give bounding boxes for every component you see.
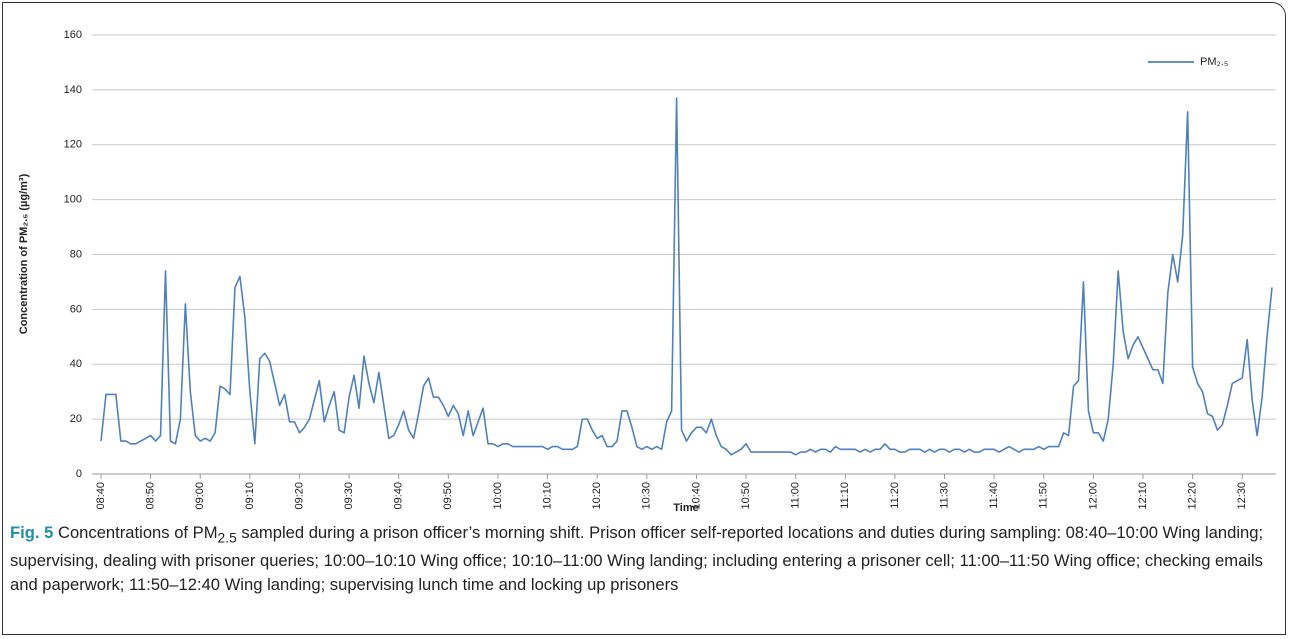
y-tick-label: 60 [70, 303, 82, 315]
x-tick-label: 11:40 [988, 482, 1000, 509]
legend-label: PM₂.₅ [1200, 56, 1228, 68]
line [100, 97, 1273, 456]
x-tick-label: 11:30 [938, 482, 950, 509]
y-tick-label: 100 [64, 194, 82, 206]
caption-text: Concentrations of PM [57, 523, 218, 542]
x-tick-label: 09:40 [393, 482, 405, 510]
caption-label: Fig. 5 [10, 523, 54, 542]
x-tick-label: 09:20 [293, 482, 305, 510]
x-tick-label: 09:30 [343, 482, 355, 510]
x-tick-label: 10:50 [740, 482, 752, 510]
y-tick-label: 20 [70, 413, 82, 425]
x-tick-label: 11:10 [839, 482, 851, 509]
x-tick-label: 10:20 [591, 482, 603, 510]
y-axis-label: Concentration of PM₂.₅ (µg/m³) [18, 173, 30, 334]
x-tick-label: 10:30 [641, 482, 653, 510]
x-tick-label: 08:50 [145, 482, 157, 510]
x-tick-label: 12:10 [1137, 482, 1149, 510]
x-tick-label: 11:00 [790, 482, 802, 509]
x-tick-label: 09:10 [244, 482, 256, 510]
x-tick-label: 08:40 [95, 482, 107, 510]
y-tick-label: 80 [70, 248, 82, 260]
x-tick-label: 09:50 [442, 482, 454, 510]
x-tick-label: 09:00 [194, 482, 206, 510]
x-tick-label: 10:00 [492, 482, 504, 510]
x-axis-label: Time [673, 502, 698, 514]
y-tick-label: 160 [64, 29, 82, 41]
x-tick-label: 12:30 [1236, 482, 1248, 510]
y-tick-label: 120 [64, 139, 82, 151]
caption-sub: 2.5 [217, 529, 237, 546]
caption: Fig. 5 Concentrations of PM2.5 sampled d… [10, 521, 1282, 597]
x-tick-label: 10:10 [541, 482, 553, 510]
x-tick-label: 12:00 [1087, 482, 1099, 510]
x-tick-label: 11:20 [889, 482, 901, 509]
y-tick-label: 140 [64, 84, 82, 96]
y-tick-label: 0 [76, 468, 82, 480]
x-tick-label: 10:40 [690, 482, 702, 510]
x-tick-label: 12:20 [1187, 482, 1199, 510]
caption-text: sampled during a prison officer’s mornin… [10, 523, 1264, 595]
chart: Concentration of PM₂.₅ (µg/m³) Time 0 20 4… [18, 29, 1276, 514]
x-tick-label: 11:50 [1038, 482, 1050, 509]
y-tick-label: 40 [70, 358, 82, 370]
